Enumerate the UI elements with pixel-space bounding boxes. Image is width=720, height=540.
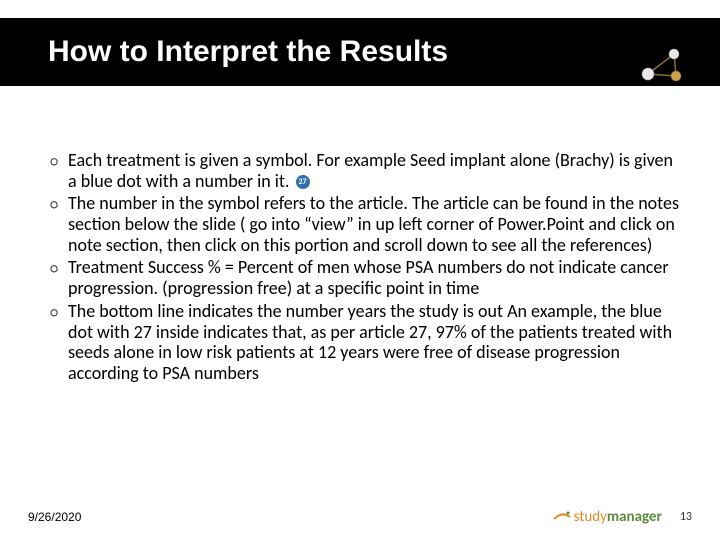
title-band: How to Interpret the Results bbox=[0, 18, 720, 86]
slide-title: How to Interpret the Results bbox=[48, 35, 448, 69]
network-icon bbox=[638, 46, 684, 86]
content-area: ○ Each treatment is given a symbol. For … bbox=[40, 150, 680, 386]
list-item: ○ Treatment Success % = Percent of men w… bbox=[40, 257, 680, 298]
logo-text-manager: manager bbox=[607, 508, 662, 526]
bullet-list: ○ Each treatment is given a symbol. For … bbox=[40, 150, 680, 384]
footer: 9/26/2020 studymanager 13 bbox=[28, 508, 692, 526]
page-number: 13 bbox=[680, 510, 692, 524]
logo-swoosh-icon bbox=[552, 509, 572, 525]
bullet-marker-icon: ○ bbox=[40, 193, 68, 255]
bullet-marker-icon: ○ bbox=[40, 257, 68, 298]
bullet-marker-icon: ○ bbox=[40, 150, 68, 191]
list-item: ○ The number in the symbol refers to the… bbox=[40, 193, 680, 255]
footer-date: 9/26/2020 bbox=[28, 510, 81, 524]
bullet-text-pre: Each treatment is given a symbol. For ex… bbox=[68, 149, 673, 192]
bullet-text: Each treatment is given a symbol. For ex… bbox=[68, 150, 680, 191]
bullet-text: Treatment Success % = Percent of men who… bbox=[68, 257, 680, 298]
bullet-text: The bottom line indicates the number yea… bbox=[68, 301, 680, 384]
blue-dot-icon: 27 bbox=[296, 175, 310, 189]
logo-text-study: study bbox=[574, 508, 607, 526]
footer-right: studymanager 13 bbox=[549, 508, 692, 526]
studymanager-logo: studymanager bbox=[549, 508, 662, 526]
slide: How to Interpret the Results ○ Each trea… bbox=[0, 0, 720, 540]
bullet-text: The number in the symbol refers to the a… bbox=[68, 193, 680, 255]
list-item: ○ The bottom line indicates the number y… bbox=[40, 301, 680, 384]
bullet-marker-icon: ○ bbox=[40, 301, 68, 384]
list-item: ○ Each treatment is given a symbol. For … bbox=[40, 150, 680, 191]
